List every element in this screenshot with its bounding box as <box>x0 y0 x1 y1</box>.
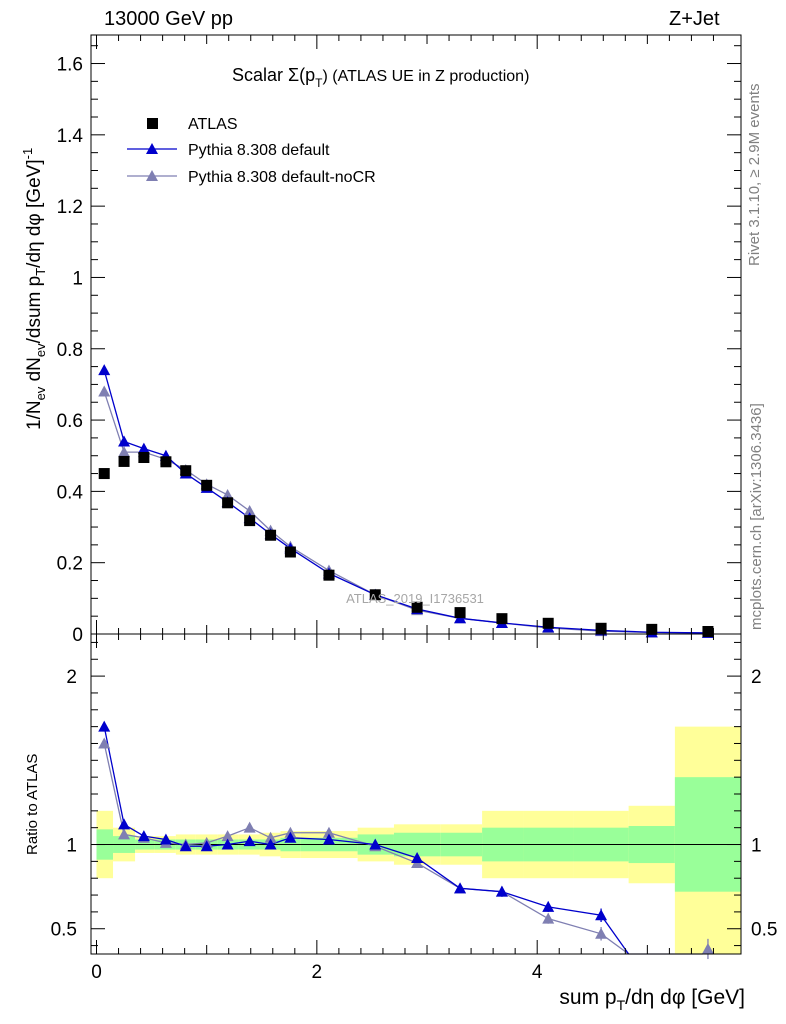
ratio-marker-default <box>118 818 131 830</box>
main-marker-nocr <box>118 446 131 458</box>
x-axis-label: sum pT/dη dφ [GeV] <box>559 986 745 1013</box>
main-y-tick-label: 1.4 <box>57 126 84 147</box>
ratio-marker-nocr <box>322 826 335 838</box>
ratio-marker-default <box>137 830 150 842</box>
main-marker-default <box>98 364 111 376</box>
main-y-tick-label: 0.8 <box>57 340 83 361</box>
ratio-marker-default <box>454 882 467 894</box>
main-marker-atlas <box>496 613 508 625</box>
rivet-version-label: Rivet 3.1.10, ≥ 2.9M events <box>746 83 763 267</box>
main-y-tick-label: 0.4 <box>57 482 84 503</box>
ratio-y-tick-label-right: 1 <box>751 836 762 857</box>
ratio-marker-nocr <box>701 942 714 954</box>
ratio-marker-default <box>243 835 256 847</box>
ratio-marker-default <box>411 852 424 863</box>
ratio-marker-nocr <box>264 831 277 843</box>
main-y-axis-label: 1/Nev dNev/dsum pT/dη dφ [GeV]-1 <box>20 148 48 430</box>
main-marker-atlas <box>180 465 192 477</box>
main-marker-nocr <box>98 385 111 397</box>
ratio-marker-default <box>179 840 192 852</box>
main-y-tick-label: 0.6 <box>57 411 83 432</box>
x-tick-label: 4 <box>532 962 543 983</box>
main-marker-atlas <box>244 515 256 527</box>
legend-marker-atlas <box>147 118 158 129</box>
main-marker-atlas <box>595 622 607 634</box>
main-marker-atlas <box>323 569 335 581</box>
main-marker-nocr <box>243 504 256 516</box>
main-marker-atlas <box>542 617 554 629</box>
ratio-marker-default <box>284 831 297 843</box>
ratio-line-default <box>103 726 630 955</box>
ratio-marker-default <box>369 838 382 850</box>
ratio-marker-nocr <box>243 821 256 833</box>
ratio-marker-default <box>98 720 111 732</box>
legend-marker-default <box>146 143 158 154</box>
ratio-marker-default <box>159 833 172 845</box>
legend: ATLAS Pythia 8.308 default Pythia 8.308 … <box>127 116 376 186</box>
ratio-band-inner <box>674 777 741 892</box>
ratio-marker-default <box>542 900 555 912</box>
main-marker-atlas <box>454 607 466 619</box>
ratio-marker-default <box>495 885 508 897</box>
legend-marker-nocr <box>146 170 158 181</box>
main-y-tick-label: 1 <box>72 268 83 289</box>
energy-label: 13000 GeV pp <box>104 8 233 30</box>
process-label: Z+Jet <box>669 8 720 30</box>
main-panel: 0 0.2 0.4 0.6 0.8 1 1.2 1.4 1.6 ATLAS_2019_I1736… <box>20 34 742 646</box>
ratio-marker-default <box>595 909 608 921</box>
ratio-y-tick-label: 1 <box>66 836 77 857</box>
ratio-y-tick-label-right: 2 <box>751 667 762 688</box>
ratio-y-tick-label-right: 0.5 <box>751 920 777 941</box>
main-marker-atlas <box>284 546 296 558</box>
legend-label-default: Pythia 8.308 default <box>188 142 330 159</box>
ratio-marker-nocr <box>118 828 131 840</box>
main-marker-atlas <box>138 452 150 464</box>
main-marker-atlas <box>222 497 234 509</box>
ratio-panel: 0.5 0.5 1 1 2 2 0 2 4 Ratio to ATLAS sum pT/dη … <box>24 633 777 1013</box>
main-y-tick-label: 1.6 <box>57 55 83 76</box>
ratio-y-tick-label: 2 <box>66 667 77 688</box>
main-marker-atlas <box>160 456 172 468</box>
watermark: ATLAS_2019_I1736531 <box>346 591 484 606</box>
ratio-marker-nocr <box>98 737 111 749</box>
ratio-marker-nocr <box>595 927 608 939</box>
main-y-tick-label: 0 <box>72 625 83 646</box>
x-tick-label: 2 <box>312 962 323 983</box>
ratio-y-axis-label: Ratio to ATLAS <box>24 754 41 855</box>
main-marker-atlas <box>702 626 714 638</box>
ratio-frame <box>90 633 742 955</box>
ratio-marker-default <box>221 838 234 850</box>
x-tick-label: 0 <box>91 962 102 983</box>
main-marker-default <box>118 435 131 447</box>
ratio-y-tick-label: 0.5 <box>51 920 77 941</box>
main-marker-atlas <box>265 529 277 541</box>
legend-label-atlas: ATLAS <box>188 116 238 133</box>
main-marker-default <box>137 442 150 454</box>
main-y-tick-label: 1.2 <box>57 197 83 218</box>
mcplots-reference-label: mcplots.cern.ch [arXiv:1306.3436] <box>748 403 765 630</box>
main-y-tick-label: 0.2 <box>57 554 83 575</box>
main-marker-atlas <box>118 455 130 467</box>
ratio-marker-default <box>264 838 277 850</box>
ratio-marker-default <box>322 833 335 845</box>
main-marker-atlas <box>411 601 423 613</box>
ratio-marker-nocr <box>221 830 234 842</box>
main-marker-atlas <box>201 479 213 491</box>
ratio-marker-default <box>200 840 213 852</box>
legend-label-nocr: Pythia 8.308 default-noCR <box>188 169 376 186</box>
plot-title: Scalar Σ(pT) (ATLAS UE in Z production) <box>232 65 529 90</box>
main-marker-atlas <box>646 623 658 635</box>
ratio-marker-nocr <box>542 912 555 924</box>
main-marker-nocr <box>221 488 234 500</box>
main-marker-atlas <box>98 468 110 480</box>
main-marker-atlas <box>369 589 381 601</box>
